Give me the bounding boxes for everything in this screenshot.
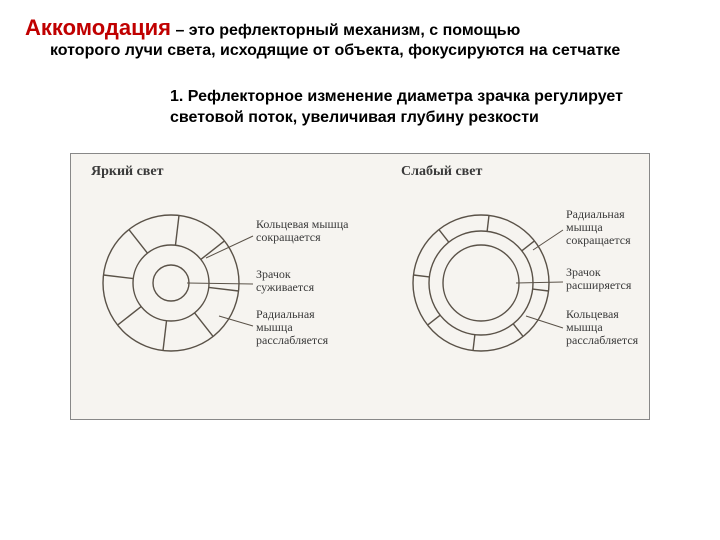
heading-body: которого лучи света, исходящие от объект… xyxy=(25,41,700,62)
eye-dim-wrap: Радиальнаямышцасокращается Зрачокрасширяе… xyxy=(401,188,681,378)
svg-text:Радиальнаямышцасокращается: Радиальнаямышцасокращается xyxy=(566,207,631,247)
svg-text:Радиальнаямышцарасслабляется: Радиальнаямышцарасслабляется xyxy=(256,307,329,347)
svg-text:Зрачоксуживается: Зрачоксуживается xyxy=(256,267,315,294)
panel-dim: Слабый свет Радиальнаямышцасокращается Зр… xyxy=(401,164,681,378)
heading-rest: – это рефлекторный механизм, с помощью xyxy=(171,22,520,39)
subtitle: 1. Рефлекторное изменение диаметра зрачк… xyxy=(20,87,700,129)
eye-dim-svg: Радиальнаямышцасокращается Зрачокрасширяе… xyxy=(401,188,681,378)
heading-term: Аккомодация xyxy=(25,15,171,40)
eye-bright-svg: Кольцевая мышцасокращается Зрачоксуживает… xyxy=(91,188,371,378)
diagram-container: Яркий свет Кольцевая мышцасокращается Зра… xyxy=(70,153,650,420)
svg-text:Кольцеваямышцарасслабляется: Кольцеваямышцарасслабляется xyxy=(566,307,639,347)
svg-text:Зрачокрасширяется: Зрачокрасширяется xyxy=(566,265,632,292)
eye-bright-wrap: Кольцевая мышцасокращается Зрачоксуживает… xyxy=(91,188,371,378)
svg-text:Кольцевая мышцасокращается: Кольцевая мышцасокращается xyxy=(256,217,349,244)
panel-bright-title: Яркий свет xyxy=(91,164,371,180)
panel-bright: Яркий свет Кольцевая мышцасокращается Зра… xyxy=(91,164,371,378)
heading: Аккомодация – это рефлекторный механизм,… xyxy=(20,15,700,62)
panel-dim-title: Слабый свет xyxy=(401,164,681,180)
